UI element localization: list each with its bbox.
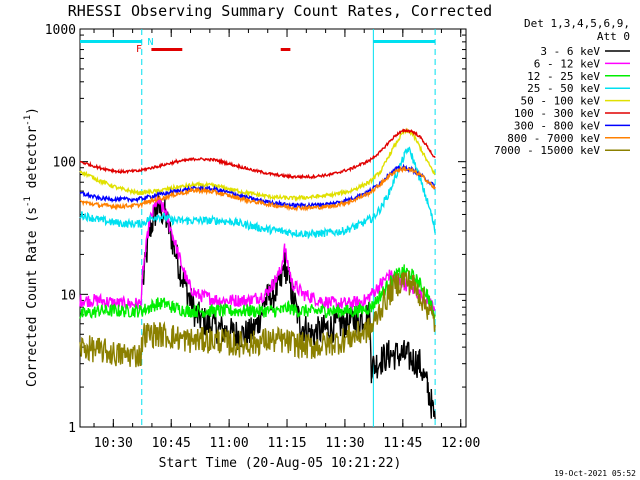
legend-label: 6 - 12 keV xyxy=(534,57,601,70)
series-line xyxy=(79,264,436,320)
legend-label: 50 - 100 keV xyxy=(521,95,601,108)
timestamp: 19-Oct-2021 05:52 xyxy=(554,469,636,478)
x-tick-label: 11:15 xyxy=(267,436,306,451)
series-line xyxy=(79,146,436,240)
legend-label: 7000 - 15000 keV xyxy=(494,144,600,157)
series-line xyxy=(79,127,436,202)
series-lines xyxy=(79,127,436,419)
flag-segment xyxy=(151,48,183,51)
series-line xyxy=(79,165,436,212)
y-axis-label: Corrected Count Rate (s-1 detector-1) xyxy=(23,107,40,387)
y-axis-ticks: 1 10 100 1000 xyxy=(45,23,466,436)
y-tick-label: 10 xyxy=(60,288,76,303)
series-line xyxy=(79,128,436,180)
legend-header: Det 1,3,4,5,6,9, Att 0 xyxy=(524,17,630,43)
plot-frame xyxy=(79,28,467,428)
x-tick-label: 12:00 xyxy=(441,436,480,451)
legend-label: 100 - 300 keV xyxy=(514,107,600,120)
time-markers xyxy=(141,29,436,427)
flag-label-f: F xyxy=(136,44,142,55)
x-tick-label: 10:30 xyxy=(94,436,133,451)
x-axis-label: Start Time (20-Aug-05 10:21:22) xyxy=(159,456,402,471)
legend-label: 25 - 50 keV xyxy=(527,82,600,95)
legend-label: 300 - 800 keV xyxy=(514,119,600,132)
flag-segment xyxy=(280,48,291,51)
y-axis-label-sup-2: -1 xyxy=(23,115,33,126)
flag-label-n: N xyxy=(148,37,154,48)
y-tick-label: 1000 xyxy=(45,23,76,38)
x-tick-label: 11:45 xyxy=(383,436,422,451)
flag-bars: NF xyxy=(80,37,436,55)
legend-header-line-2: Att 0 xyxy=(597,30,630,43)
legend-label: 12 - 25 keV xyxy=(527,70,600,83)
y-axis-label-sup-1: -1 xyxy=(23,196,33,207)
legend-label: 800 - 7000 keV xyxy=(507,132,600,145)
flag-segment xyxy=(80,40,142,43)
x-tick-label: 11:00 xyxy=(210,436,249,451)
legend-header-line-1: Det 1,3,4,5,6,9, xyxy=(524,17,630,30)
y-tick-label: 1 xyxy=(68,421,76,436)
legend-label: 3 - 6 keV xyxy=(540,45,600,58)
chart-title: RHESSI Observing Summary Count Rates, Co… xyxy=(68,2,492,20)
series-line xyxy=(79,270,436,368)
flag-segment xyxy=(373,40,436,43)
x-tick-label: 10:45 xyxy=(152,436,191,451)
y-tick-label: 100 xyxy=(53,156,76,171)
x-tick-label: 11:30 xyxy=(325,436,364,451)
x-axis-ticks: 10:30 10:45 11:00 11:15 11:30 11:45 12:00 xyxy=(93,29,480,451)
